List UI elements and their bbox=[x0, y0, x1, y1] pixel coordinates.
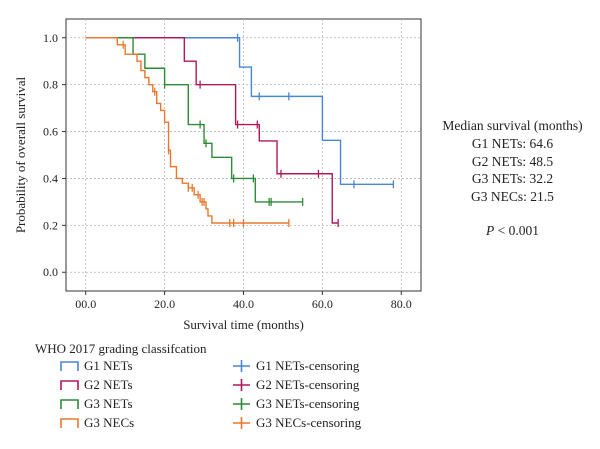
curve-g1-nets bbox=[85, 37, 394, 186]
median-survival-title: Median survival (months) bbox=[442, 118, 583, 133]
legend-line-swatch bbox=[60, 399, 79, 409]
x-tick-label: 20.0 bbox=[154, 297, 175, 311]
legend-line-swatch bbox=[60, 361, 79, 371]
legend-censor-swatch bbox=[233, 379, 250, 391]
y-tick-label: 0.4 bbox=[43, 171, 58, 185]
legend-censor-swatch bbox=[233, 398, 250, 410]
x-axis-label: Survival time (months) bbox=[183, 317, 304, 332]
p-value-text: < 0.001 bbox=[494, 223, 539, 238]
curve-g3-necs bbox=[85, 37, 289, 224]
curve-g2-nets bbox=[85, 37, 339, 224]
legend-label: G2 NETs bbox=[84, 377, 133, 392]
x-tick-label: 60.0 bbox=[312, 297, 333, 311]
y-axis-label: Probability of overall survival bbox=[13, 76, 28, 233]
legend-label: G3 NECs bbox=[84, 415, 135, 430]
p-value: P < 0.001 bbox=[425, 223, 600, 239]
median-g3-nets: G3 NETs: 32.2 bbox=[471, 171, 554, 186]
legend-line-swatch bbox=[60, 380, 79, 390]
y-tick-label: 0.6 bbox=[43, 125, 58, 139]
x-tick-label: 80.0 bbox=[391, 297, 412, 311]
legend-label: G1 NETs-censoring bbox=[256, 358, 360, 373]
p-value-symbol: P bbox=[486, 223, 495, 238]
legend-label: G1 NETs bbox=[84, 358, 133, 373]
legend-label: G3 NETs bbox=[84, 396, 133, 411]
y-tick-label: 0.2 bbox=[43, 218, 58, 232]
legend-title: WHO 2017 grading classifcation bbox=[35, 341, 207, 356]
legend-censor-swatch bbox=[233, 417, 250, 429]
x-tick-label: 00.0 bbox=[75, 297, 96, 311]
legend-label: G3 NETs-censoring bbox=[256, 396, 360, 411]
legend-label: G2 NETs-censoring bbox=[256, 377, 360, 392]
curve-g3-nets bbox=[85, 37, 303, 203]
legend-censor-swatch bbox=[233, 360, 250, 372]
y-tick-label: 0.0 bbox=[43, 265, 58, 279]
legend-label: G3 NECs-censoring bbox=[256, 415, 362, 430]
median-g3-necs: G3 NECs: 21.5 bbox=[471, 188, 554, 204]
y-tick-label: 0.8 bbox=[43, 78, 58, 92]
y-tick-label: 1.0 bbox=[43, 31, 58, 45]
legend-line-swatch bbox=[60, 418, 79, 428]
median-g2-nets: G2 NETs: 48.5 bbox=[471, 153, 554, 169]
x-tick-label: 40.0 bbox=[233, 297, 254, 311]
median-g1-nets: G1 NETs: 64.6 bbox=[471, 136, 554, 151]
median-survival-list: G1 NETs: 64.6 G2 NETs: 48.5 G3 NETs: 32.… bbox=[425, 135, 600, 205]
